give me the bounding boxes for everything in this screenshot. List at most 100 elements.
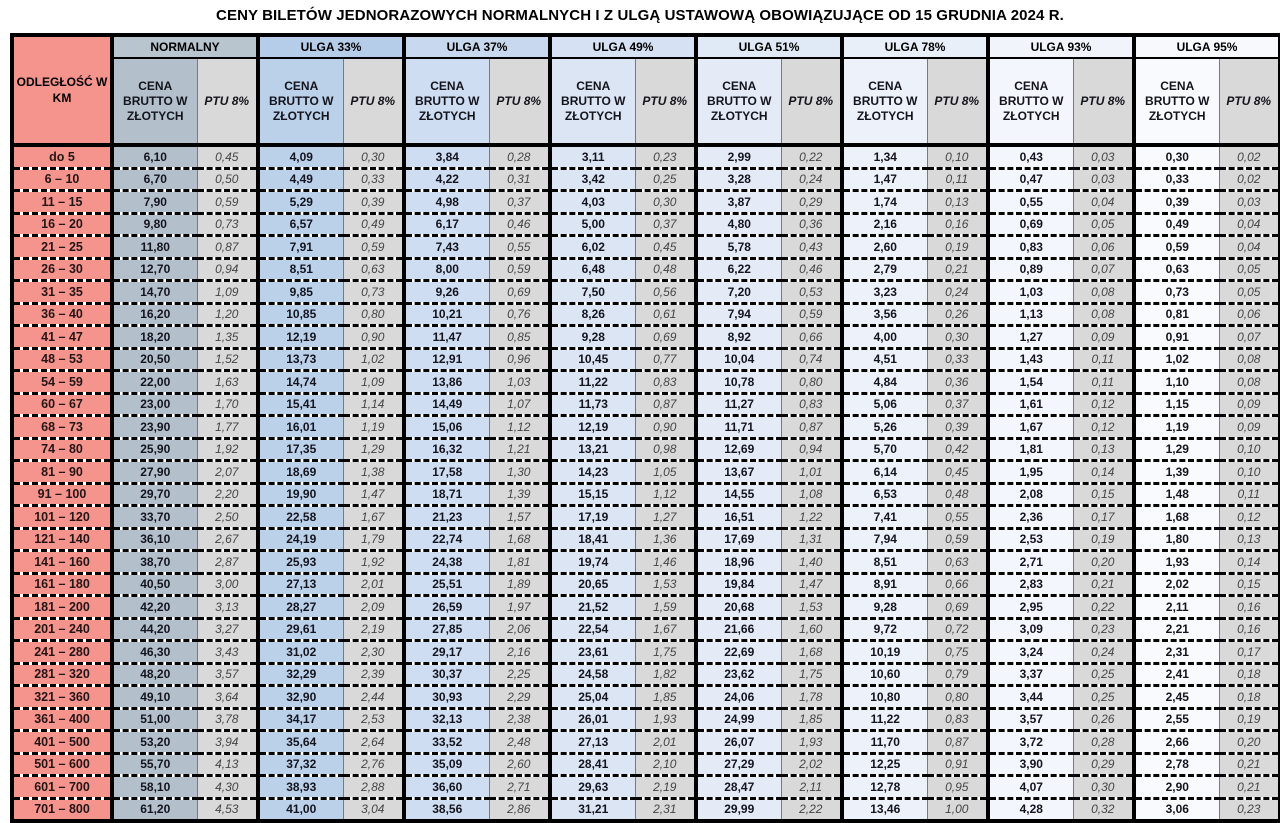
price-cell: 31,02 (256, 639, 344, 663)
price-cell: 0,69 (986, 211, 1074, 236)
price-cell: 12,78 (840, 774, 928, 798)
ptu-cell: 1,03 (488, 369, 551, 393)
price-header: CENA BRUTTO W ZŁOTYCH (840, 58, 928, 145)
price-cell: 0,89 (986, 256, 1074, 281)
km-range-cell: 21 – 25 (12, 234, 112, 258)
ptu-cell: 1,93 (634, 706, 697, 731)
price-cell: 11,22 (840, 706, 928, 731)
distance-column-header: ODLEGŁOŚĆ W KM (12, 35, 112, 146)
ptu-cell: 0,08 (1218, 369, 1280, 393)
price-cell: 24,58 (548, 661, 636, 686)
price-cell: 1,19 (1132, 414, 1220, 438)
ptu-cell: 0,11 (1072, 346, 1135, 371)
km-range-cell: 81 – 90 (12, 459, 112, 483)
ptu-cell: 1,20 (196, 301, 259, 326)
price-cell: 26,59 (402, 594, 490, 618)
ptu-cell: 0,50 (196, 166, 259, 191)
ptu-cell: 1,12 (634, 481, 697, 506)
price-cell: 35,64 (256, 729, 344, 753)
ptu-cell: 2,71 (488, 774, 551, 798)
ptu-cell: 0,49 (342, 211, 405, 236)
ptu-cell: 2,53 (342, 706, 405, 731)
ptu-cell: 1,68 (780, 639, 843, 663)
km-range-cell: 11 – 15 (12, 189, 112, 213)
ptu-cell: 1,00 (926, 796, 989, 821)
price-cell: 20,50 (110, 346, 197, 371)
price-cell: 2,45 (1132, 684, 1220, 708)
price-cell: 9,85 (256, 279, 344, 303)
price-cell: 3,24 (986, 639, 1074, 663)
price-cell: 6,22 (694, 256, 782, 281)
ptu-cell: 1,39 (488, 481, 551, 506)
price-cell: 7,91 (256, 234, 344, 258)
price-cell: 1,02 (1132, 346, 1220, 371)
price-cell: 32,90 (256, 684, 344, 708)
table-row: 48 – 53 20,50 1,52 13,73 1,02 12,91 0,96 10,45 0… (12, 346, 1280, 371)
price-cell: 14,74 (256, 369, 344, 393)
price-cell: 7,43 (402, 234, 490, 258)
ptu-cell: 0,21 (1218, 774, 1280, 798)
price-cell: 33,52 (402, 729, 490, 753)
price-cell: 8,26 (548, 301, 636, 326)
ptu-cell: 2,09 (342, 594, 405, 618)
price-cell: 18,41 (548, 526, 636, 551)
ptu-cell: 3,04 (342, 796, 405, 821)
price-cell: 21,23 (402, 504, 490, 528)
ptu-cell: 1,53 (634, 571, 697, 596)
price-cell: 12,70 (110, 256, 197, 281)
price-cell: 0,49 (1132, 211, 1220, 236)
ptu-cell: 2,02 (780, 751, 843, 776)
price-cell: 19,84 (694, 571, 782, 596)
ptu-cell: 2,22 (780, 796, 843, 821)
price-cell: 1,81 (986, 436, 1074, 461)
price-cell: 0,73 (1132, 279, 1220, 303)
price-header: CENA BRUTTO W ZŁOTYCH (1132, 58, 1220, 145)
price-cell: 28,47 (694, 774, 782, 798)
ptu-cell: 0,30 (342, 145, 405, 168)
ptu-cell: 0,85 (488, 324, 551, 348)
ptu-cell: 0,16 (1218, 616, 1280, 641)
ptu-cell: 0,53 (780, 279, 843, 303)
price-cell: 14,49 (402, 391, 490, 416)
price-cell: 13,73 (256, 346, 344, 371)
price-header: CENA BRUTTO W ZŁOTYCH (110, 58, 197, 145)
table-row: 68 – 73 23,90 1,77 16,01 1,19 15,06 1,12 12,19 0… (12, 414, 1280, 438)
price-cell: 53,20 (110, 729, 197, 753)
table-row: 141 – 160 38,70 2,87 25,93 1,92 24,38 1,81 19,7… (12, 549, 1280, 573)
km-range-cell: 281 – 320 (12, 661, 112, 686)
table-row: 74 – 80 25,90 1,92 17,35 1,29 16,32 1,21 13,21 0… (12, 436, 1280, 461)
price-cell: 51,00 (110, 706, 197, 731)
ptu-cell: 0,30 (634, 189, 697, 213)
price-cell: 10,21 (402, 301, 490, 326)
table-row: 21 – 25 11,80 0,87 7,91 0,59 7,43 0,55 6,02 0,45… (12, 234, 1280, 258)
ptu-cell: 0,10 (1218, 436, 1280, 461)
ptu-cell: 0,12 (1072, 391, 1135, 416)
price-header: CENA BRUTTO W ZŁOTYCH (694, 58, 782, 145)
price-cell: 0,81 (1132, 301, 1220, 326)
ptu-cell: 0,04 (1072, 189, 1135, 213)
price-cell: 5,26 (840, 414, 928, 438)
ptu-cell: 0,26 (926, 301, 989, 326)
table-row: 26 – 30 12,70 0,94 8,51 0,63 8,00 0,59 6,48 0,48… (12, 256, 1280, 281)
price-cell: 0,43 (986, 145, 1074, 168)
ptu-cell: 0,13 (926, 189, 989, 213)
ptu-cell: 0,17 (1072, 504, 1135, 528)
ptu-cell: 0,30 (926, 324, 989, 348)
ptu-cell: 0,33 (926, 346, 989, 371)
table-row: 31 – 35 14,70 1,09 9,85 0,73 9,26 0,69 7,50 0,56… (12, 279, 1280, 303)
ptu-cell: 0,19 (926, 234, 989, 258)
price-cell: 6,10 (110, 145, 197, 168)
price-cell: 18,96 (694, 549, 782, 573)
price-cell: 3,90 (986, 751, 1074, 776)
price-cell: 10,04 (694, 346, 782, 371)
price-cell: 9,26 (402, 279, 490, 303)
ptu-cell: 2,16 (488, 639, 551, 663)
price-cell: 9,28 (548, 324, 636, 348)
price-cell: 1,68 (1132, 504, 1220, 528)
ptu-cell: 0,87 (634, 391, 697, 416)
ptu-cell: 0,21 (1218, 751, 1280, 776)
price-cell: 22,69 (694, 639, 782, 663)
km-range-cell: 181 – 200 (12, 594, 112, 618)
price-cell: 25,04 (548, 684, 636, 708)
ptu-cell: 2,19 (342, 616, 405, 641)
